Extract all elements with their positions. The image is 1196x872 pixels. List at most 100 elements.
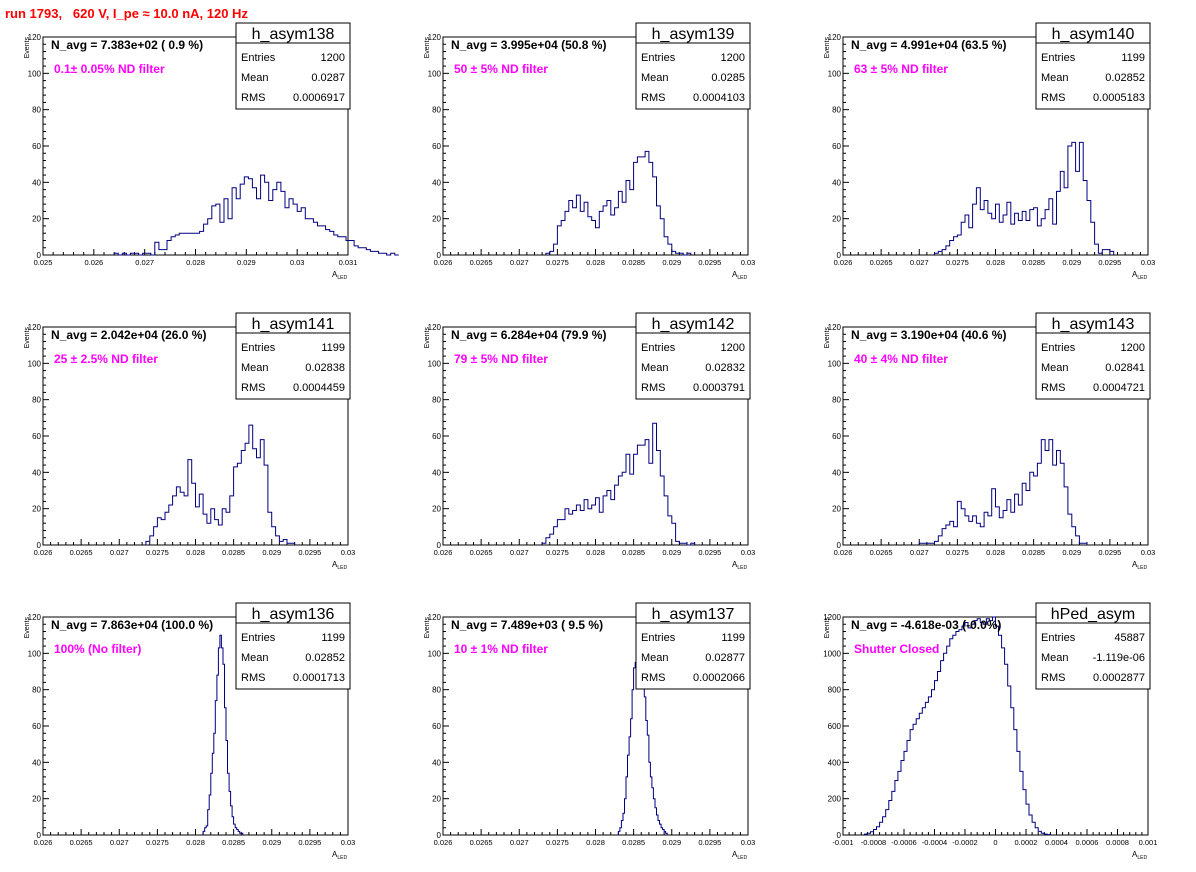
stat-label: RMS xyxy=(241,382,265,394)
stat-label: Mean xyxy=(641,362,669,374)
x-tick-label: 0.027 xyxy=(910,258,929,267)
y-tick-label: 40 xyxy=(32,468,41,477)
x-tick-label: -0.0008 xyxy=(861,838,886,847)
x-axis-title: ALED xyxy=(332,850,347,861)
stat-value: 45887 xyxy=(1114,632,1145,644)
stats-box xyxy=(635,312,751,400)
x-tick-label: 0.0265 xyxy=(70,838,93,847)
y-tick-label: 20 xyxy=(432,215,441,224)
y-tick-label: 120 xyxy=(428,323,442,332)
stat-label: RMS xyxy=(241,92,265,104)
y-tick-label: 80 xyxy=(432,396,441,405)
histogram-name: hPed_asym xyxy=(1051,606,1136,623)
stat-value: 0.02852 xyxy=(1105,72,1145,84)
stats-box xyxy=(1035,312,1151,400)
y-tick-label: 80 xyxy=(432,106,441,115)
stat-value: 1200 xyxy=(721,342,745,354)
x-axis-title: ALED xyxy=(732,270,747,281)
x-tick-label: 0.027 xyxy=(510,258,529,267)
x-tick-label: 0.0002 xyxy=(1015,838,1038,847)
y-tick-label: 200 xyxy=(828,795,842,804)
y-tick-label: 800 xyxy=(828,686,842,695)
stat-value: 1200 xyxy=(1121,342,1145,354)
x-tick-label: 0.0295 xyxy=(298,548,321,557)
histogram-line xyxy=(545,150,692,256)
x-tick-label: 0.027 xyxy=(110,838,129,847)
x-tick-label: 0.027 xyxy=(110,548,129,557)
x-tick-label: 0.029 xyxy=(662,838,681,847)
navg-label: N_avg = -4.618e-03 (-0.0%) xyxy=(851,618,1001,632)
x-tick-label: 0.0285 xyxy=(1022,258,1045,267)
x-tick-label: 0.03 xyxy=(290,258,305,267)
x-tick-label: 0.028 xyxy=(186,548,205,557)
histogram-panel-h_asym140: 0 20 40 60 80 100 120 0.026 0.0265 0.027 0.0275 0.0… xyxy=(824,22,1156,281)
y-tick-label: 0 xyxy=(37,831,42,840)
x-tick-label: 0.0275 xyxy=(546,258,569,267)
x-tick-label: 0.028 xyxy=(986,548,1005,557)
y-tick-label: 60 xyxy=(432,432,441,441)
y-tick-label: 20 xyxy=(32,795,41,804)
stat-label: Mean xyxy=(1041,362,1069,374)
y-tick-label: 80 xyxy=(32,686,41,695)
y-tick-label: 40 xyxy=(432,178,441,187)
x-tick-label: 0.03 xyxy=(1141,548,1156,557)
x-tick-label: 0.027 xyxy=(135,258,154,267)
histogram-line xyxy=(113,174,399,256)
x-tick-label: 0.0295 xyxy=(298,838,321,847)
x-axis-title: ALED xyxy=(332,560,347,571)
y-tick-label: 0 xyxy=(837,831,842,840)
x-tick-label: 0.029 xyxy=(262,548,281,557)
y-tick-label: 40 xyxy=(832,468,841,477)
y-tick-label: 20 xyxy=(832,505,841,514)
x-axis-title: ALED xyxy=(332,270,347,281)
stat-label: Entries xyxy=(241,52,276,64)
stat-label: Mean xyxy=(1041,72,1069,84)
y-tick-label: 40 xyxy=(432,468,441,477)
filter-label: 79 ± 5% ND filter xyxy=(454,352,548,366)
histogram-line xyxy=(541,422,696,546)
y-tick-label: 100 xyxy=(28,649,42,658)
y-tick-label: 20 xyxy=(32,505,41,514)
stat-label: RMS xyxy=(641,92,665,104)
y-tick-label: 1200 xyxy=(823,613,841,622)
y-tick-label: 120 xyxy=(28,613,42,622)
y-axis-title: Events xyxy=(424,327,431,349)
navg-label: N_avg = 3.995e+04 (50.8 %) xyxy=(451,38,606,52)
x-tick-label: 0.0275 xyxy=(546,548,569,557)
y-axis-title: Events xyxy=(824,617,831,639)
histogram-line xyxy=(918,439,1088,545)
navg-label: N_avg = 3.190e+04 (40.6 %) xyxy=(851,328,1006,342)
filter-label: 25 ± 2.5% ND filter xyxy=(54,352,158,366)
histogram-name: h_asym137 xyxy=(652,606,735,623)
stat-label: Mean xyxy=(241,362,269,374)
y-tick-label: 100 xyxy=(828,359,842,368)
x-tick-label: 0.029 xyxy=(662,258,681,267)
navg-label: N_avg = 4.991e+04 (63.5 %) xyxy=(851,38,1006,52)
stats-box xyxy=(1035,22,1151,110)
stat-value: 0.02841 xyxy=(1105,362,1145,374)
x-tick-label: 0.03 xyxy=(741,838,756,847)
stat-label: RMS xyxy=(1041,92,1065,104)
x-tick-label: 0.026 xyxy=(84,258,103,267)
x-tick-label: 0 xyxy=(993,838,997,847)
x-tick-label: 0.026 xyxy=(34,548,53,557)
stat-label: RMS xyxy=(1041,672,1065,684)
x-tick-label: 0.029 xyxy=(1062,258,1081,267)
y-tick-label: 40 xyxy=(32,758,41,767)
x-tick-label: 0.03 xyxy=(1141,258,1156,267)
y-tick-label: 120 xyxy=(828,323,842,332)
navg-label: N_avg = 6.284e+04 (79.9 %) xyxy=(451,328,606,342)
histogram-name: h_asym136 xyxy=(252,606,335,623)
histogram-line xyxy=(934,141,1115,255)
x-axis-title: ALED xyxy=(1132,560,1147,571)
x-tick-label: 0.0285 xyxy=(622,258,645,267)
histogram-panel-h_asym141: 0 20 40 60 80 100 120 0.026 0.0265 0.027 0.0275 0.0… xyxy=(24,312,355,571)
y-tick-label: 60 xyxy=(32,722,41,731)
stat-label: Entries xyxy=(1041,52,1076,64)
filter-label: Shutter Closed xyxy=(854,642,939,656)
stat-label: Mean xyxy=(1041,652,1069,664)
x-tick-label: 0.028 xyxy=(186,838,205,847)
stat-label: Mean xyxy=(641,652,669,664)
stat-value: 0.0002877 xyxy=(1093,672,1145,684)
